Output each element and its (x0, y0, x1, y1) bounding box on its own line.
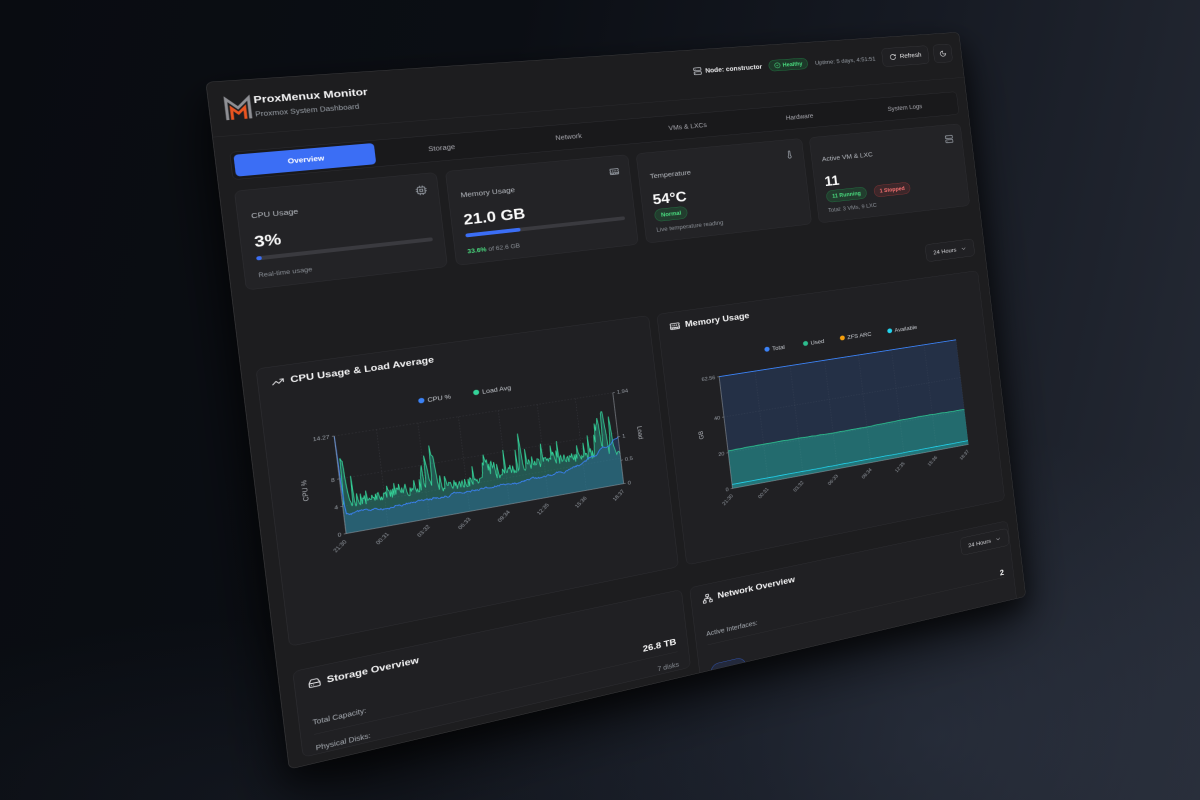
svg-text:00:31: 00:31 (375, 531, 391, 546)
svg-text:GB: GB (697, 430, 706, 440)
svg-text:06:33: 06:33 (457, 516, 473, 530)
svg-text:8: 8 (331, 477, 336, 484)
svg-text:1.94: 1.94 (617, 388, 629, 395)
svg-text:0: 0 (627, 480, 631, 486)
svg-text:03:32: 03:32 (792, 480, 805, 493)
svg-text:62.56: 62.56 (701, 375, 716, 383)
svg-text:18:37: 18:37 (612, 489, 626, 503)
svg-text:12:35: 12:35 (894, 461, 906, 474)
svg-text:09:34: 09:34 (861, 467, 874, 480)
svg-text:0: 0 (337, 532, 342, 539)
svg-text:1: 1 (622, 433, 626, 439)
svg-text:21:30: 21:30 (332, 539, 349, 554)
svg-text:14.27: 14.27 (313, 434, 331, 443)
svg-text:4: 4 (334, 505, 339, 512)
svg-text:18:37: 18:37 (959, 449, 971, 461)
svg-text:15:36: 15:36 (927, 455, 939, 468)
svg-text:Available: Available (894, 324, 917, 334)
svg-text:Used: Used (810, 338, 824, 347)
svg-text:06:33: 06:33 (827, 473, 840, 486)
svg-text:Load: Load (636, 425, 645, 439)
svg-text:00:31: 00:31 (757, 487, 770, 500)
svg-text:15:36: 15:36 (574, 495, 589, 509)
svg-text:09:34: 09:34 (497, 509, 512, 523)
svg-text:0.5: 0.5 (625, 456, 634, 463)
svg-text:03:32: 03:32 (416, 524, 432, 539)
svg-text:21:30: 21:30 (721, 493, 735, 506)
svg-text:40: 40 (714, 415, 721, 421)
svg-text:Total: Total (772, 343, 786, 352)
svg-text:Load Avg: Load Avg (482, 384, 512, 396)
svg-text:0: 0 (725, 487, 729, 493)
svg-text:ZFS ARC: ZFS ARC (847, 330, 872, 340)
svg-text:CPU %: CPU % (299, 479, 311, 502)
svg-text:CPU %: CPU % (427, 393, 452, 404)
svg-text:20: 20 (718, 451, 725, 457)
svg-text:12:35: 12:35 (536, 502, 551, 516)
